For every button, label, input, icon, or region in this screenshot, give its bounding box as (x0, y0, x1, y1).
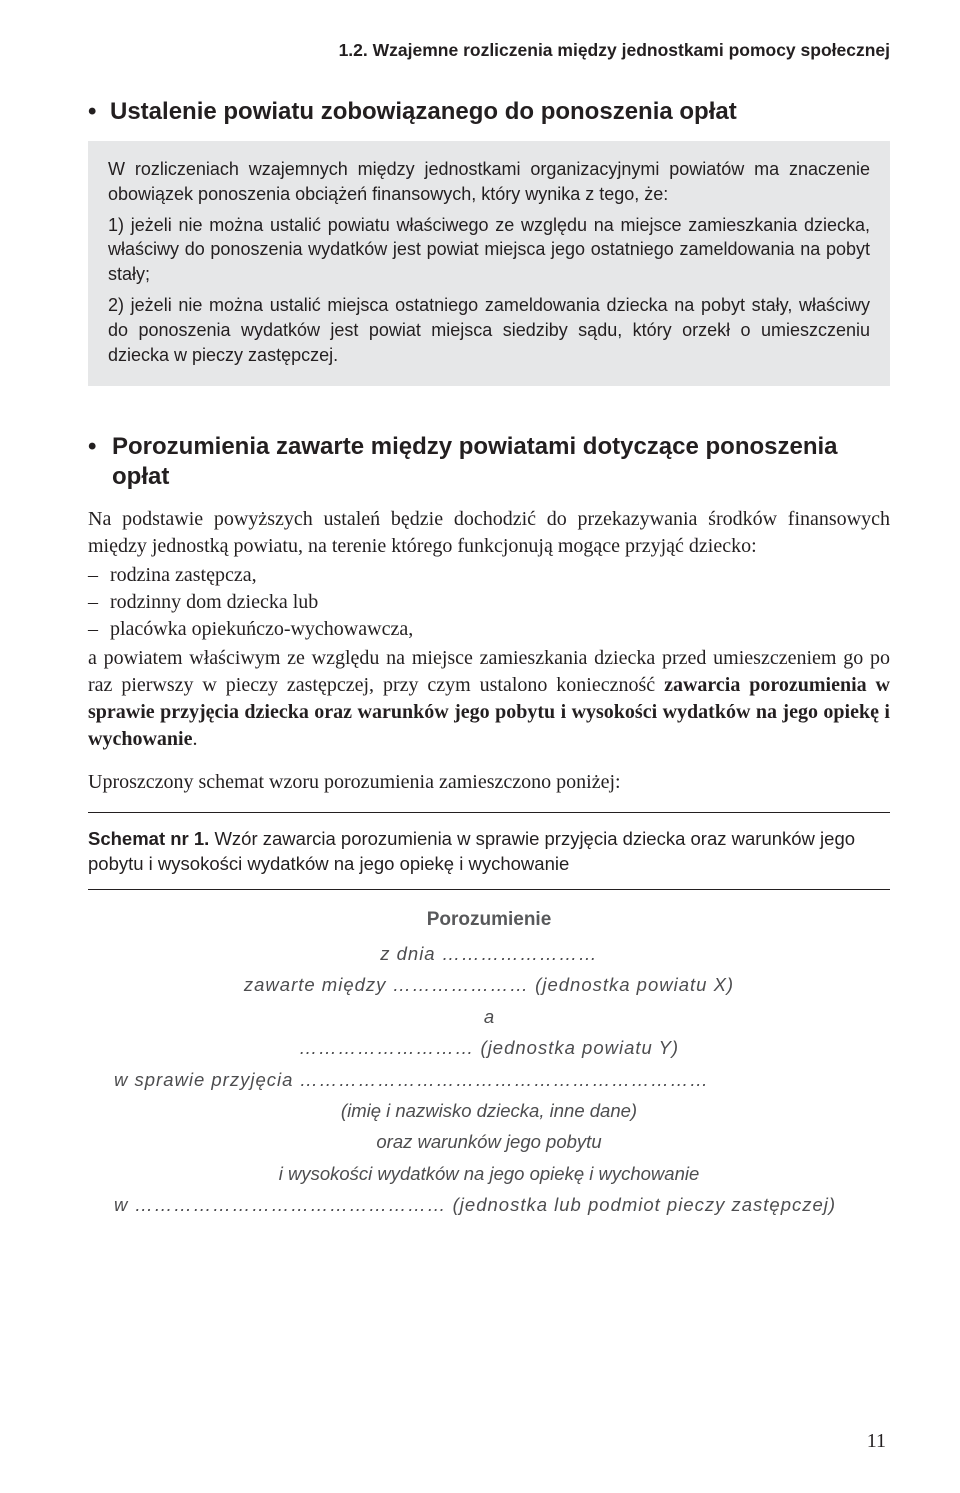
form-title: Porozumienie (88, 904, 890, 936)
section-2-para2: a powiatem właściwym ze względu na miejs… (88, 645, 890, 753)
dash-item-2: rodzinny dom dziecka lub (88, 589, 890, 616)
form-line-1: z dnia …………………… (88, 938, 890, 969)
form-block: Porozumienie z dnia …………………… zawarte mię… (88, 904, 890, 1221)
form-line-8: i wysokości wydatków na jego opiekę i wy… (88, 1158, 890, 1189)
callout-box: W rozliczeniach wzajemnych między jednos… (88, 141, 890, 386)
dash-list: rodzina zastępcza, rodzinny dom dziecka … (88, 562, 890, 643)
dash-item-1: rodzina zastępcza, (88, 562, 890, 589)
section-2-para3: Uproszczony schemat wzoru porozumienia z… (88, 769, 890, 796)
schemat-label: Schemat nr 1. (88, 828, 209, 849)
rule-bottom (88, 889, 890, 890)
callout-p3: 2) jeżeli nie można ustalić miejsca osta… (108, 293, 870, 367)
form-line-2: zawarte między ………………… (jednostka powiat… (88, 969, 890, 1000)
running-head: 1.2. Wzajemne rozliczenia między jednost… (88, 40, 890, 61)
form-line-7: oraz warunków jego pobytu (88, 1126, 890, 1157)
schemat-caption: Schemat nr 1. Wzór zawarcia porozumienia… (88, 827, 890, 877)
form-line-5: w sprawie przyjęcia ……………………………………………………… (88, 1064, 890, 1095)
callout-p2: 1) jeżeli nie można ustalić powiatu właś… (108, 213, 870, 287)
page-number: 11 (867, 1430, 886, 1453)
form-line-3: a (88, 1001, 890, 1032)
form-line-4: ……………………… (jednostka powiatu Y) (88, 1032, 890, 1063)
section-2-bullet-title: Porozumienia zawarte między powiatami do… (88, 432, 890, 492)
section-2-heading-list: Porozumienia zawarte między powiatami do… (88, 432, 890, 492)
form-line-9: w ………………………………………… (jednostka lub podmio… (88, 1189, 890, 1220)
rule-top (88, 812, 890, 813)
dash-item-3: placówka opiekuńczo-wychowawcza, (88, 616, 890, 643)
section-2-para1: Na podstawie powyższych ustaleń będzie d… (88, 506, 890, 560)
page: 1.2. Wzajemne rozliczenia między jednost… (0, 0, 960, 1493)
section-1-heading-list: Ustalenie powiatu zobowiązanego do ponos… (88, 97, 890, 127)
section-1-bullet-title: Ustalenie powiatu zobowiązanego do ponos… (88, 97, 890, 127)
callout-p1: W rozliczeniach wzajemnych między jednos… (108, 157, 870, 207)
form-line-6: (imię i nazwisko dziecka, inne dane) (88, 1095, 890, 1126)
section-2-body: Na podstawie powyższych ustaleń będzie d… (88, 506, 890, 796)
